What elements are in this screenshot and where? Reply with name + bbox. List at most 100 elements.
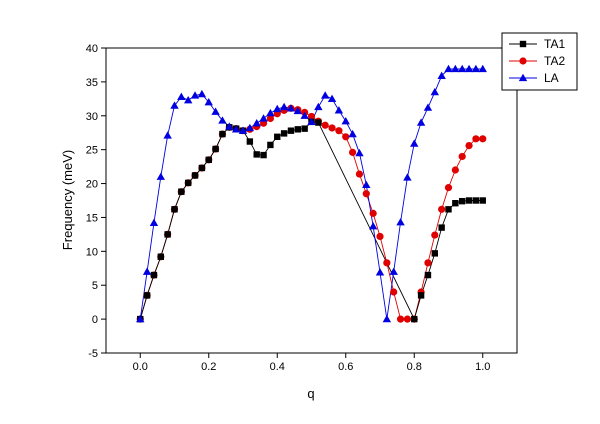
data-point-ta1 (212, 145, 219, 153)
data-point-la (382, 314, 392, 323)
data-point-ta1 (280, 130, 288, 137)
data-point-ta2 (390, 288, 398, 296)
data-point-la (149, 218, 159, 227)
data-point-la (471, 64, 481, 73)
data-point-la (321, 91, 330, 99)
data-point-la (478, 64, 487, 73)
data-point-la (341, 117, 350, 125)
data-point-ta1 (185, 179, 192, 187)
legend-marker-la (518, 73, 528, 82)
data-point-la (204, 98, 213, 106)
data-point-la (190, 91, 200, 99)
data-point-la (396, 217, 405, 226)
data-point-ta1 (479, 197, 486, 204)
data-point-la (266, 108, 275, 117)
data-point-ta1 (465, 197, 473, 204)
data-point-ta1 (315, 119, 322, 126)
data-point-la (252, 119, 261, 127)
data-point-la (444, 64, 453, 73)
data-point-ta1 (294, 126, 301, 133)
data-point-ta2 (465, 142, 473, 150)
data-point-la (259, 114, 268, 122)
data-point-la (300, 111, 309, 119)
x-tick-label: 0.0 (133, 361, 148, 373)
series-line-ta2 (139, 107, 483, 320)
data-point-la (458, 64, 467, 73)
data-point-ta2 (376, 232, 384, 241)
data-point-ta2 (321, 121, 329, 129)
data-point-ta1 (452, 200, 459, 207)
plot-frame (105, 47, 518, 354)
data-point-ta1 (157, 253, 164, 260)
data-point-ta1 (150, 271, 158, 279)
data-point-ta2 (403, 315, 411, 323)
y-tick-label: 15 (86, 212, 98, 224)
data-point-la (375, 268, 385, 276)
x-tick-label: 0.8 (407, 361, 422, 373)
series-line-ta1 (139, 121, 483, 321)
data-point-ta2 (328, 124, 336, 132)
data-point-la (225, 122, 234, 130)
data-point-ta2 (335, 127, 343, 135)
data-point-la (423, 103, 433, 111)
data-point-la (218, 116, 227, 124)
data-point-la (355, 148, 364, 157)
data-point-la (211, 107, 220, 115)
data-point-ta1 (253, 151, 260, 158)
data-point-ta1 (301, 125, 308, 132)
data-point-ta2 (438, 205, 446, 213)
x-tick-label: 0.2 (201, 361, 216, 373)
data-point-la (334, 106, 344, 114)
data-point-ta2 (479, 135, 487, 143)
data-point-ta1 (472, 197, 480, 204)
data-point-la (286, 104, 296, 112)
legend-marker-ta1 (519, 40, 527, 48)
data-point-ta2 (472, 135, 480, 143)
y-tick-label: -5 (88, 348, 98, 360)
x-axis-label: q (307, 386, 314, 401)
data-point-la (327, 94, 337, 102)
x-axis: 0.0 0.2 0.4 0.6 0.8 1.0 (133, 353, 490, 373)
data-point-la (307, 117, 316, 126)
data-point-ta2 (307, 112, 316, 121)
data-point-la (238, 126, 248, 134)
data-point-la (348, 129, 357, 138)
y-tick-label: 25 (86, 145, 98, 157)
data-point-ta1 (274, 133, 281, 140)
data-point-ta1 (164, 231, 171, 238)
data-point-la (273, 104, 282, 113)
data-point-ta2 (396, 315, 405, 323)
legend-label-ta2: TA2 (544, 54, 565, 68)
y-axis-label: Frequency (meV) (60, 150, 75, 250)
data-point-ta1 (424, 271, 432, 279)
data-point-la (279, 102, 289, 111)
data-point-la (177, 92, 186, 100)
data-point-la (430, 87, 439, 96)
data-point-ta2 (431, 231, 439, 239)
data-point-ta1 (171, 206, 178, 213)
y-tick-label: 30 (86, 111, 98, 123)
x-tick-label: 0.4 (270, 361, 285, 373)
data-point-la (197, 89, 207, 98)
data-point-la (410, 139, 419, 147)
data-point-la (142, 267, 152, 275)
data-point-ta1 (205, 156, 212, 164)
legend-label-ta1: TA1 (544, 37, 565, 51)
data-point-ta2 (342, 133, 350, 141)
data-point-ta1 (411, 315, 418, 323)
data-point-la (437, 71, 446, 79)
legend-marker-ta2 (519, 57, 527, 65)
data-point-ta1 (198, 164, 206, 172)
data-point-la (163, 131, 172, 139)
data-point-la (231, 125, 241, 133)
data-point-ta1 (246, 138, 254, 145)
y-tick-label: 10 (86, 246, 98, 258)
y-tick-label: 35 (86, 77, 98, 89)
data-point-ta1 (219, 130, 226, 138)
data-point-la (245, 123, 255, 132)
data-point-la (136, 314, 145, 323)
y-axis: -5 0 5 10 15 20 25 30 35 40 (86, 43, 106, 360)
data-point-la (403, 173, 412, 181)
data-point-la (314, 102, 323, 111)
